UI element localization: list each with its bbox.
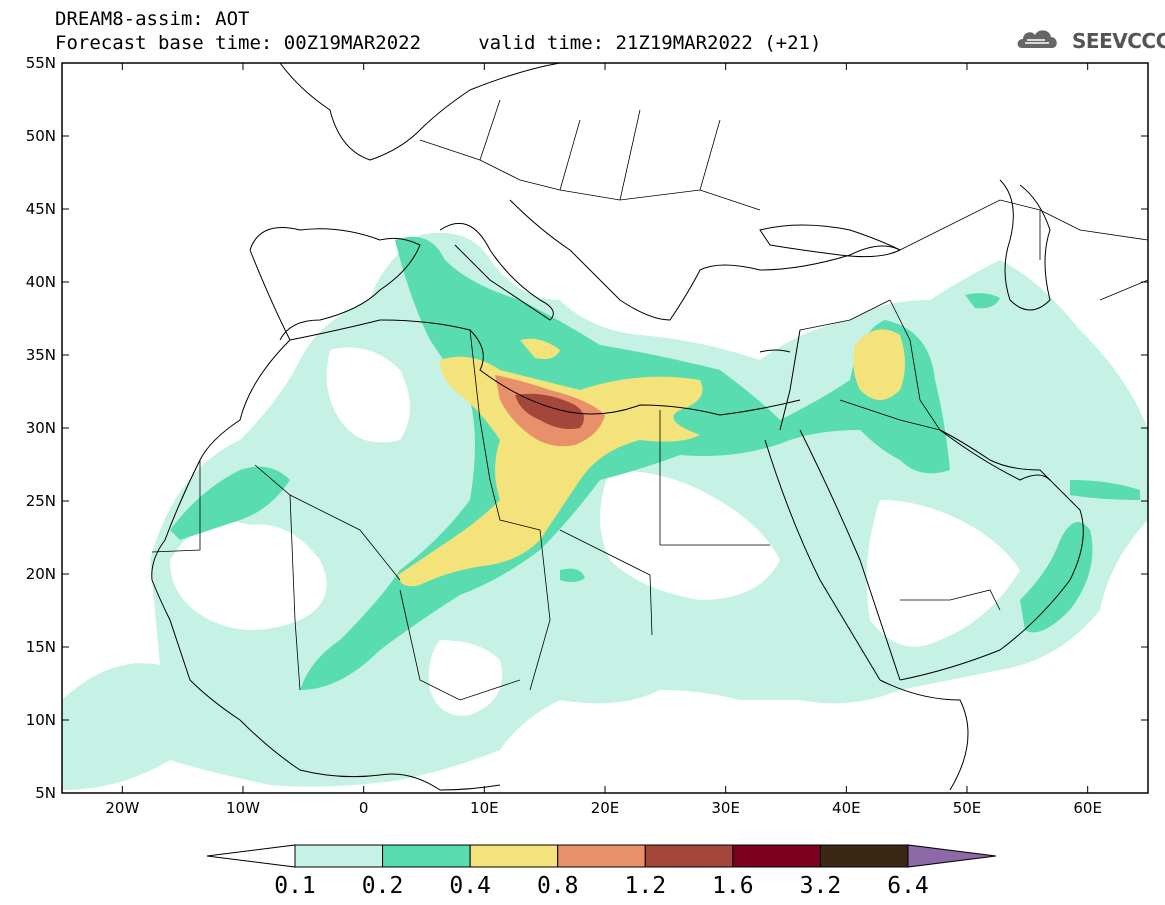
border-niger-nigeria: [399, 589, 521, 701]
border-saudi-yemen: [900, 589, 1001, 611]
coast-gulf-guinea: [439, 784, 501, 791]
political-borders: [151, 99, 1148, 701]
border-iran-iraq: [889, 299, 941, 431]
lat-label: 20N: [26, 565, 56, 583]
forecast-time-line: Forecast base time: 00Z19MAR2022 valid t…: [55, 32, 822, 54]
aot-yellow-iraq: [853, 329, 905, 400]
colorbar-label: 0.2: [362, 873, 404, 899]
latitude-axis: 55N 50N 45N 40N 35N 30N 25N 20N 15N 10N 5N: [26, 54, 1148, 802]
lon-label: 20E: [591, 799, 620, 817]
aot-green-chad: [560, 568, 585, 583]
colorbar-high-arrow: [907, 844, 997, 868]
coast-horn-africa: [879, 679, 969, 791]
aot-clear-sahel: [428, 640, 502, 716]
aot-clear-libya-east: [600, 470, 780, 600]
colorbar-label: 3.2: [800, 873, 842, 899]
colorbar-box: [819, 844, 909, 868]
border-central-asia: [899, 199, 1148, 301]
border-algeria-libya: [469, 329, 541, 531]
aot-green-caspian: [965, 293, 1000, 309]
lat-label: 5N: [35, 784, 56, 802]
coast-italy: [439, 222, 554, 321]
lon-label: 20W: [105, 799, 139, 817]
lat-label: 45N: [26, 200, 56, 218]
coast-cyprus: [759, 349, 791, 353]
coast-iberia: [249, 227, 421, 341]
border-saudi-iraq: [839, 399, 941, 431]
border-chad-sudan: [559, 529, 653, 636]
lat-label: 15N: [26, 638, 56, 656]
border-mali-niger: [289, 494, 301, 691]
border-turkey-syria: [799, 299, 891, 331]
colorbar-label: 1.2: [625, 873, 667, 899]
coast-med-south: [289, 319, 801, 416]
coast-redsea-east: [799, 429, 901, 681]
lon-label: 50E: [953, 799, 982, 817]
lon-label: 60E: [1073, 799, 1102, 817]
coast-balkans-greece: [509, 199, 901, 321]
lat-label: 35N: [26, 346, 56, 364]
colorbar-box: [382, 844, 471, 868]
colorbar-label: 6.4: [887, 873, 929, 899]
coast-africa-west: [151, 249, 441, 791]
aot-clear-algeria: [326, 347, 410, 443]
aot-green-gulf: [1070, 480, 1140, 500]
border-europe-internal: [419, 99, 761, 211]
aot-level-0.4: [398, 356, 703, 587]
longitude-axis: 20W 10W 0 10E 20E 30E 40E 50E 60E: [105, 63, 1102, 817]
lon-label: 0: [359, 799, 369, 817]
coast-caspian: [999, 179, 1051, 311]
colorbar: 0.1 0.2 0.4 0.8 1.2 1.6 3.2 6.4: [206, 844, 997, 899]
aot-clear-sahara-west: [170, 521, 327, 630]
border-algeria-mali: [254, 464, 401, 581]
cloud-logo-icon: [1017, 30, 1057, 48]
colorbar-label: 0.4: [449, 873, 491, 899]
logo-text: SEEVCCC: [1072, 29, 1165, 53]
border-mauritania: [151, 460, 201, 553]
colorbar-box: [644, 844, 734, 868]
colorbar-box: [732, 844, 821, 868]
colorbar-box: [294, 844, 384, 868]
colorbar-label: 1.6: [712, 873, 754, 899]
border-chad: [529, 529, 551, 691]
aot-clear-arabia: [866, 500, 1020, 647]
map-title: DREAM8-assim: AOT: [55, 8, 250, 30]
aot-yellow-tunisia-coast: [520, 338, 560, 359]
coast-persian-gulf: [939, 429, 1051, 481]
colorbar-box: [469, 844, 559, 868]
lon-label: 40E: [832, 799, 861, 817]
colorbar-label: 0.1: [274, 873, 316, 899]
lat-label: 10N: [26, 711, 56, 729]
coast-redsea-west: [764, 439, 881, 681]
colorbar-low-arrow: [206, 844, 296, 868]
colorbar-box: [557, 844, 646, 868]
lat-label: 40N: [26, 273, 56, 291]
lat-label: 30N: [26, 419, 56, 437]
lon-label: 10W: [226, 799, 260, 817]
lat-label: 25N: [26, 492, 56, 510]
aot-level-1.2: [515, 393, 584, 429]
colorbar-label: 0.8: [537, 873, 579, 899]
lat-label: 50N: [26, 127, 56, 145]
coast-arabia: [899, 429, 1084, 681]
lon-label: 30E: [711, 799, 740, 817]
lon-label: 10E: [470, 799, 499, 817]
coast-europe-north: [279, 63, 561, 161]
aot-green-oman: [1020, 522, 1093, 633]
lat-label: 55N: [26, 54, 56, 72]
aot-level-0.2: [300, 236, 950, 690]
coast-levant: [779, 329, 801, 431]
coastlines: [151, 63, 1084, 791]
